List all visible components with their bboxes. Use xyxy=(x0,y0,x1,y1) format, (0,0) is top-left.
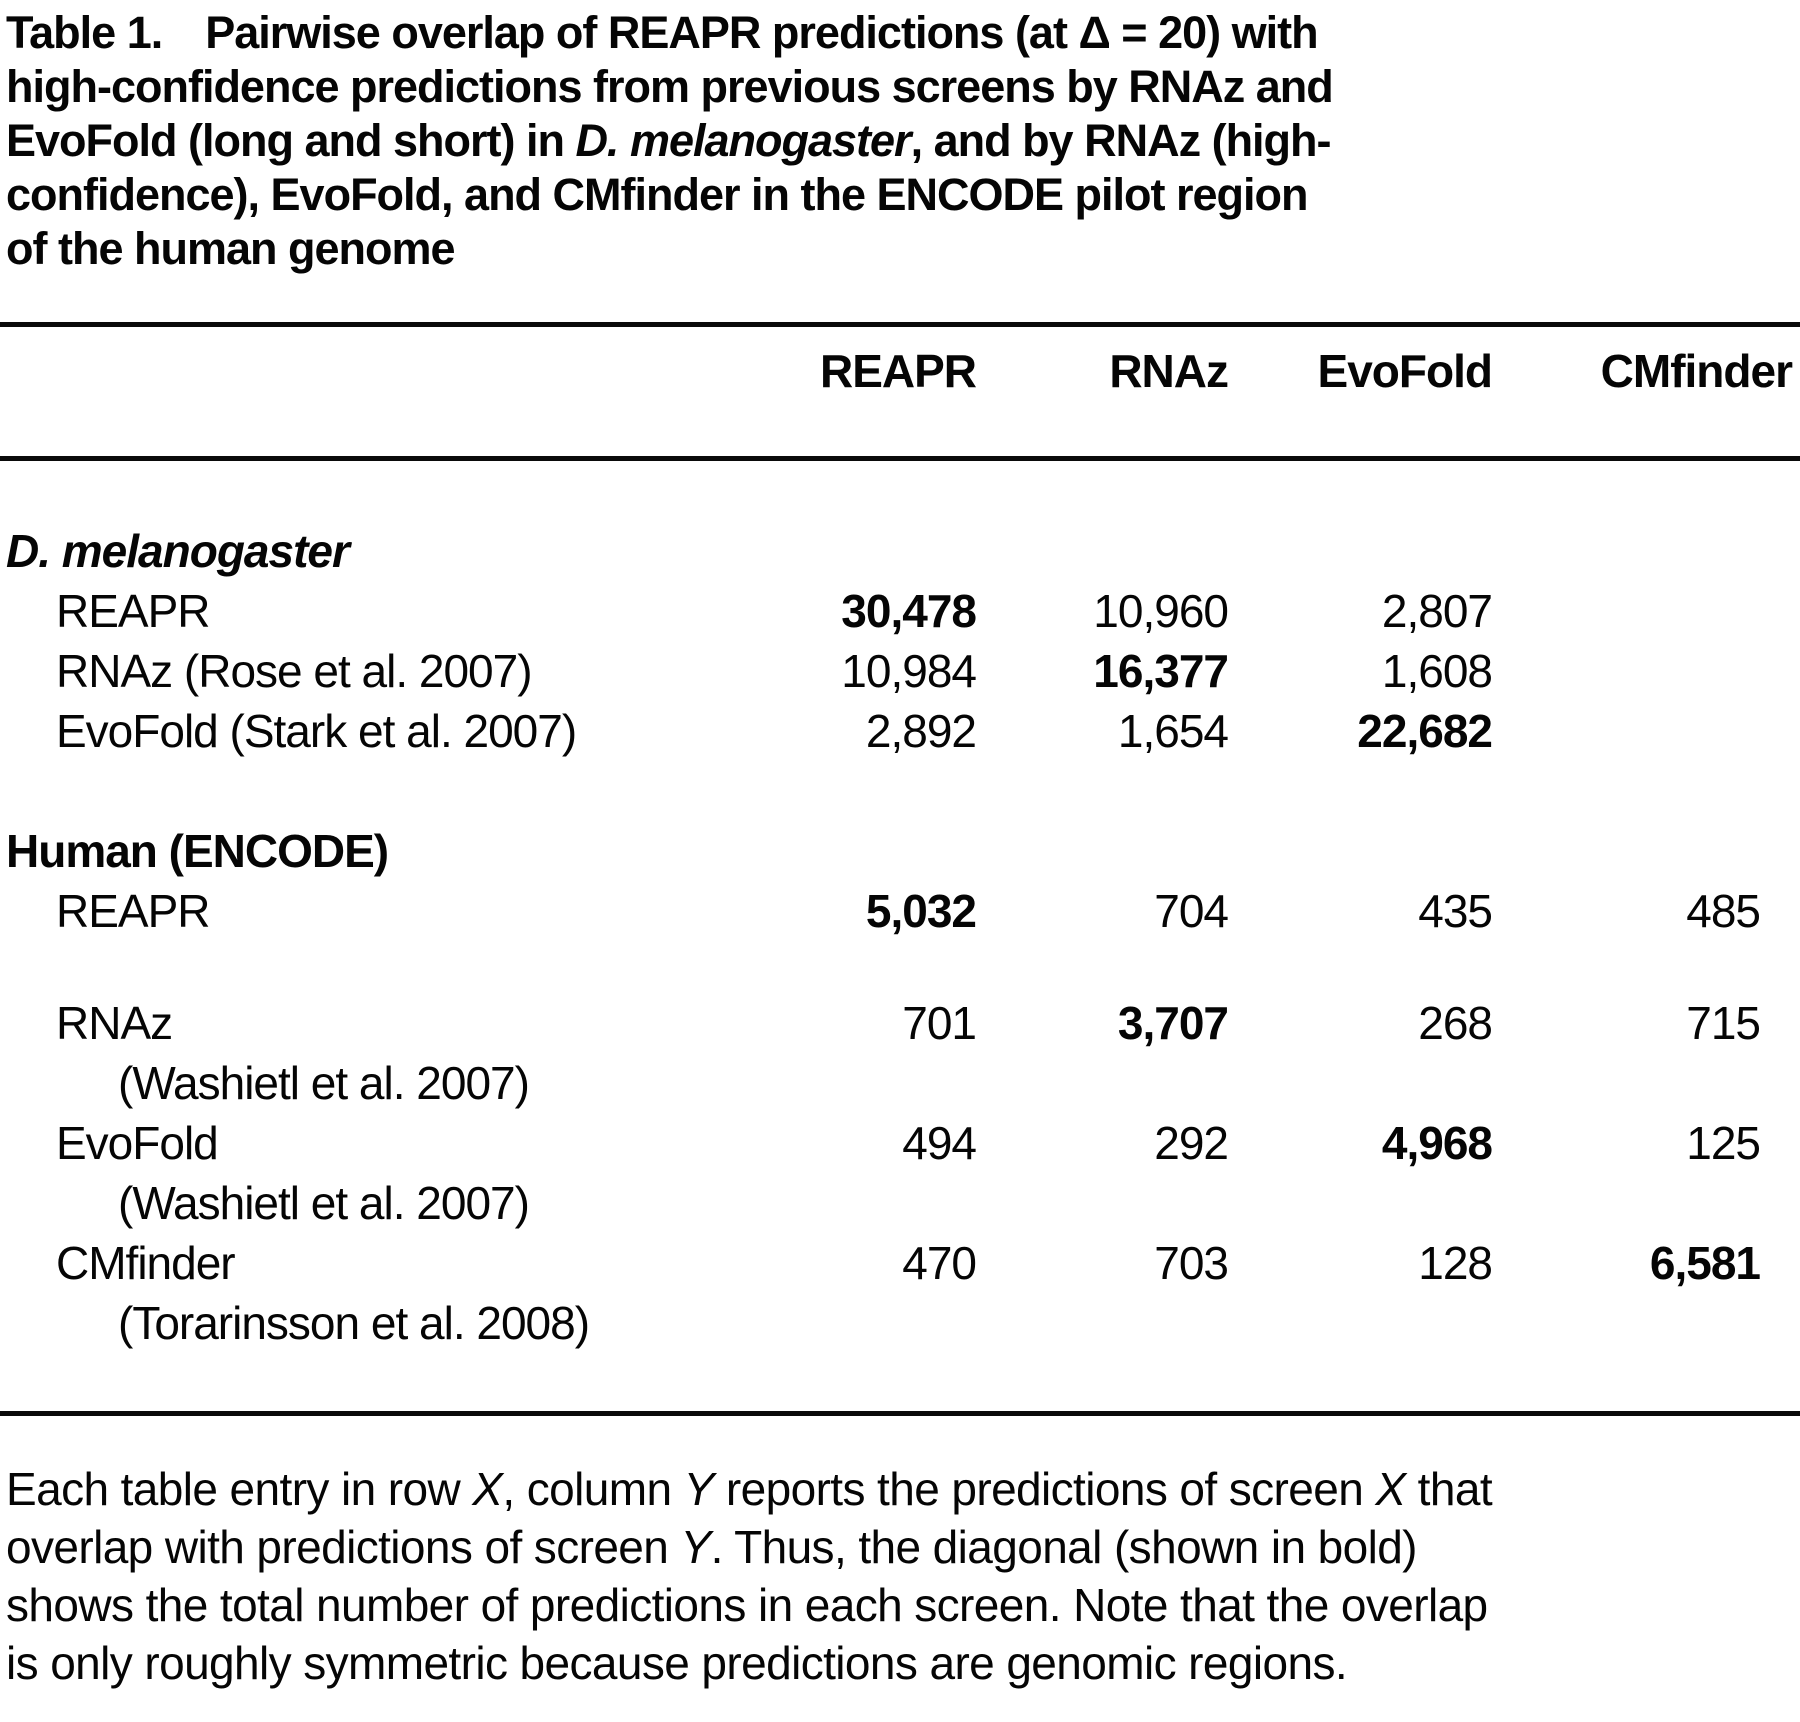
rule-below-headers xyxy=(0,456,1800,461)
cell-value: 704 xyxy=(1154,885,1229,937)
column-header-row: REAPR RNAz EvoFold CMfinder xyxy=(6,339,1800,403)
cell-value: 125 xyxy=(1686,1117,1761,1169)
row-label: CMfinder xyxy=(56,1237,236,1289)
column-header-cmfinder: CMfinder xyxy=(1600,345,1793,397)
column-header-evofold: EvoFold xyxy=(1317,345,1493,397)
rule-above-footnote xyxy=(0,1411,1800,1416)
cell-value: 703 xyxy=(1154,1237,1229,1289)
table-row: CMfinder 470 703 128 6,581 xyxy=(6,1233,1800,1293)
table-row: RNAz (Rose et al. 2007) 10,984 16,377 1,… xyxy=(6,641,1800,701)
cell-value: 3,707 xyxy=(1117,997,1229,1049)
cell-value: 715 xyxy=(1686,997,1761,1049)
cell-value: 435 xyxy=(1418,885,1493,937)
row-label: REAPR xyxy=(56,885,210,937)
cell-value: 494 xyxy=(902,1117,977,1169)
row-label: REAPR xyxy=(56,585,210,637)
cell-value: 10,984 xyxy=(841,645,977,697)
cell-value xyxy=(1492,701,1760,761)
table-row: EvoFold 494 292 4,968 125 xyxy=(6,1113,1800,1173)
row-citation: (Washietl et al. 2007) xyxy=(118,1057,530,1109)
table-row: EvoFold (Stark et al. 2007) 2,892 1,654 … xyxy=(6,701,1800,761)
rule-below-title xyxy=(0,322,1800,327)
table-row: RNAz 701 3,707 268 715 xyxy=(6,993,1800,1053)
cell-value: 1,654 xyxy=(1117,705,1229,757)
cell-value xyxy=(1492,581,1760,641)
row-label: EvoFold (Stark et al. 2007) xyxy=(56,705,577,757)
section-header-d-melanogaster: D. melanogaster xyxy=(6,525,350,577)
cell-value xyxy=(1492,641,1760,701)
cell-value: 10,960 xyxy=(1093,585,1229,637)
cell-value: 6,581 xyxy=(1649,1237,1761,1289)
row-label: EvoFold xyxy=(56,1117,219,1169)
cell-value: 292 xyxy=(1154,1117,1229,1169)
cell-value: 470 xyxy=(902,1237,977,1289)
row-label-column-spacer xyxy=(6,339,696,403)
cell-value: 30,478 xyxy=(841,585,977,637)
column-header-reapr: REAPR xyxy=(819,345,977,397)
table-row: REAPR 30,478 10,960 2,807 xyxy=(6,581,1800,641)
cell-value: 701 xyxy=(902,997,977,1049)
cell-value: 22,682 xyxy=(1357,705,1493,757)
row-citation: (Washietl et al. 2007) xyxy=(118,1177,530,1229)
row-label: RNAz (Rose et al. 2007) xyxy=(56,645,533,697)
cell-value: 2,892 xyxy=(865,705,977,757)
cell-value: 16,377 xyxy=(1093,645,1229,697)
cell-value: 4,968 xyxy=(1381,1117,1493,1169)
table-footnote: Each table entry in row X, column Y repo… xyxy=(6,1463,1493,1689)
cell-value: 1,608 xyxy=(1381,645,1493,697)
column-header-rnaz: RNAz xyxy=(1109,345,1229,397)
row-label: RNAz xyxy=(56,997,173,1049)
cell-value: 5,032 xyxy=(865,885,977,937)
cell-value: 128 xyxy=(1418,1237,1493,1289)
cell-value: 2,807 xyxy=(1381,585,1493,637)
table-title: Table 1. Pairwise overlap of REAPR predi… xyxy=(6,7,1334,274)
row-citation: (Torarinsson et al. 2008) xyxy=(118,1297,590,1349)
table-row: REAPR 5,032 704 435 485 xyxy=(6,881,1800,941)
section-header-human-encode: Human (ENCODE) xyxy=(6,825,389,877)
cell-value: 485 xyxy=(1686,885,1761,937)
cell-value: 268 xyxy=(1418,997,1493,1049)
